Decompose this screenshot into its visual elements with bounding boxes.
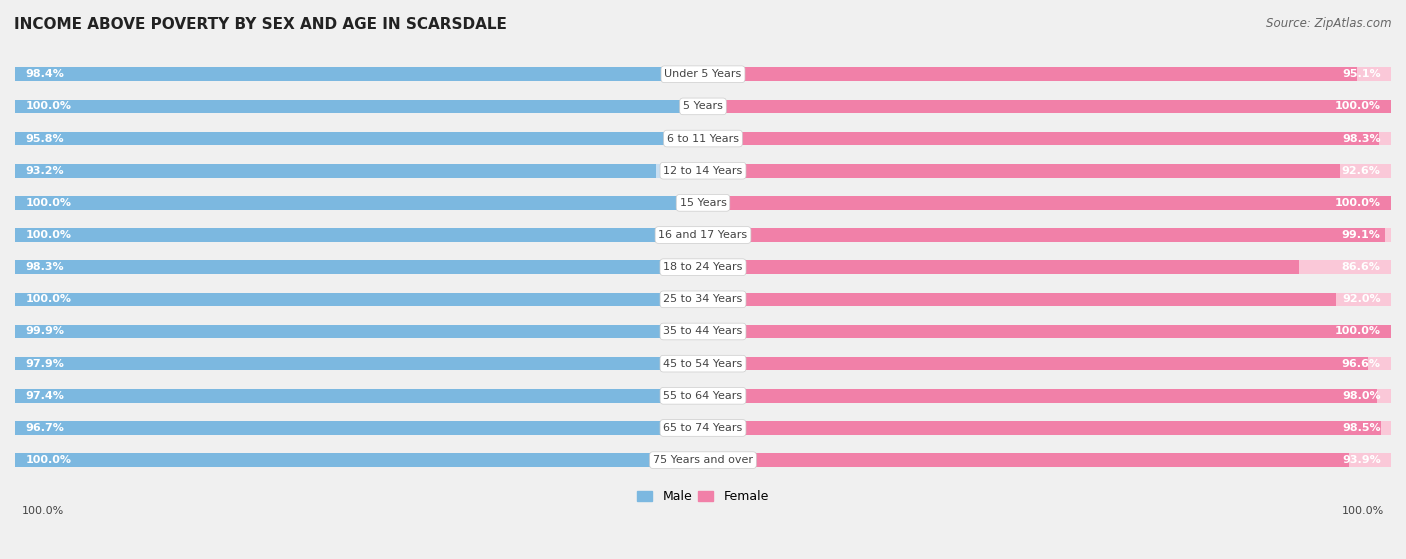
Bar	[15, 260, 692, 274]
Bar	[703, 453, 1348, 467]
Text: 6 to 11 Years: 6 to 11 Years	[666, 134, 740, 144]
Bar	[703, 164, 1391, 178]
Bar	[703, 132, 1379, 145]
Text: 97.4%: 97.4%	[25, 391, 65, 401]
Text: 35 to 44 Years: 35 to 44 Years	[664, 326, 742, 337]
Bar	[703, 260, 1299, 274]
Text: 65 to 74 Years: 65 to 74 Years	[664, 423, 742, 433]
Bar	[15, 68, 703, 81]
Text: 99.9%: 99.9%	[25, 326, 65, 337]
Text: 98.4%: 98.4%	[25, 69, 65, 79]
Bar	[15, 164, 657, 178]
Text: 95.1%: 95.1%	[1343, 69, 1381, 79]
Text: 95.8%: 95.8%	[25, 134, 63, 144]
Text: 100.0%: 100.0%	[25, 295, 72, 304]
Text: 96.6%: 96.6%	[1341, 359, 1381, 368]
Bar	[703, 292, 1336, 306]
Text: 12 to 14 Years: 12 to 14 Years	[664, 165, 742, 176]
Text: Under 5 Years: Under 5 Years	[665, 69, 741, 79]
Bar	[15, 421, 703, 435]
Text: 100.0%: 100.0%	[1334, 198, 1381, 208]
Text: 100.0%: 100.0%	[25, 101, 72, 111]
Text: 98.5%: 98.5%	[1343, 423, 1381, 433]
Text: 18 to 24 Years: 18 to 24 Years	[664, 262, 742, 272]
Bar	[703, 100, 1391, 113]
Text: 98.0%: 98.0%	[1343, 391, 1381, 401]
Bar	[15, 260, 703, 274]
Bar	[703, 357, 1368, 371]
Text: 96.7%: 96.7%	[25, 423, 65, 433]
Bar	[703, 453, 1391, 467]
Bar	[703, 68, 1357, 81]
Bar	[703, 357, 1391, 371]
Text: 100.0%: 100.0%	[25, 455, 72, 465]
Text: 100.0%: 100.0%	[25, 230, 72, 240]
Bar	[703, 389, 1378, 402]
Text: Source: ZipAtlas.com: Source: ZipAtlas.com	[1267, 17, 1392, 30]
Bar	[15, 132, 703, 145]
Bar	[703, 196, 1391, 210]
Bar	[15, 196, 703, 210]
Bar	[703, 421, 1381, 435]
Text: 93.9%: 93.9%	[1341, 455, 1381, 465]
Text: 86.6%: 86.6%	[1341, 262, 1381, 272]
Bar	[15, 164, 703, 178]
Bar	[703, 228, 1391, 242]
Bar	[15, 228, 703, 242]
Bar	[703, 389, 1391, 402]
Bar	[15, 357, 703, 371]
Text: 98.3%: 98.3%	[25, 262, 63, 272]
Text: INCOME ABOVE POVERTY BY SEX AND AGE IN SCARSDALE: INCOME ABOVE POVERTY BY SEX AND AGE IN S…	[14, 17, 508, 32]
Text: 16 and 17 Years: 16 and 17 Years	[658, 230, 748, 240]
Text: 92.6%: 92.6%	[1341, 165, 1381, 176]
Text: 45 to 54 Years: 45 to 54 Years	[664, 359, 742, 368]
Bar	[15, 325, 703, 338]
Text: 92.0%: 92.0%	[1343, 295, 1381, 304]
Bar	[703, 421, 1391, 435]
Bar	[703, 100, 1391, 113]
Text: 93.2%: 93.2%	[25, 165, 63, 176]
Bar	[15, 421, 681, 435]
Legend: Male, Female: Male, Female	[633, 485, 773, 508]
Text: 5 Years: 5 Years	[683, 101, 723, 111]
Bar	[703, 325, 1391, 338]
Bar	[703, 68, 1391, 81]
Bar	[15, 357, 689, 371]
Bar	[15, 325, 703, 338]
Bar	[15, 389, 703, 402]
Bar	[15, 292, 703, 306]
Bar	[703, 228, 1385, 242]
Text: 100.0%: 100.0%	[25, 198, 72, 208]
Bar	[703, 132, 1391, 145]
Bar	[15, 68, 692, 81]
Bar	[703, 325, 1391, 338]
Text: 25 to 34 Years: 25 to 34 Years	[664, 295, 742, 304]
Text: 99.1%: 99.1%	[1341, 230, 1381, 240]
Text: 98.3%: 98.3%	[1343, 134, 1381, 144]
Bar	[15, 100, 703, 113]
Bar	[15, 196, 703, 210]
Text: 100.0%: 100.0%	[22, 506, 65, 516]
Bar	[15, 453, 703, 467]
Bar	[15, 453, 703, 467]
Bar	[15, 132, 673, 145]
Text: 100.0%: 100.0%	[1341, 506, 1384, 516]
Bar	[703, 292, 1391, 306]
Bar	[703, 164, 1340, 178]
Bar	[703, 196, 1391, 210]
Bar	[15, 389, 685, 402]
Text: 55 to 64 Years: 55 to 64 Years	[664, 391, 742, 401]
Text: 15 Years: 15 Years	[679, 198, 727, 208]
Bar	[15, 292, 703, 306]
Text: 75 Years and over: 75 Years and over	[652, 455, 754, 465]
Text: 100.0%: 100.0%	[1334, 101, 1381, 111]
Text: 97.9%: 97.9%	[25, 359, 65, 368]
Bar	[15, 100, 703, 113]
Text: 100.0%: 100.0%	[1334, 326, 1381, 337]
Bar	[703, 260, 1391, 274]
Bar	[15, 228, 703, 242]
